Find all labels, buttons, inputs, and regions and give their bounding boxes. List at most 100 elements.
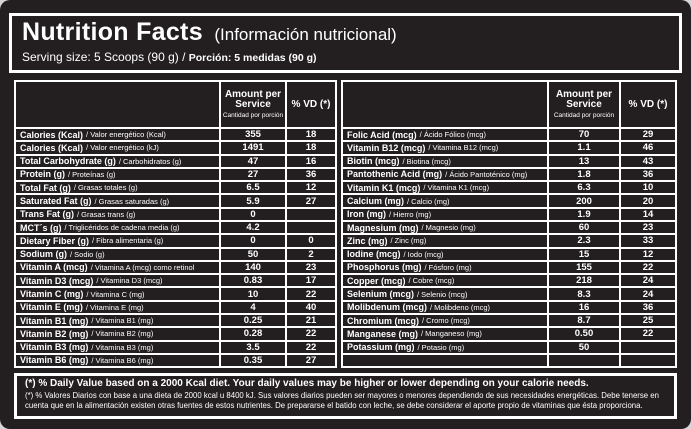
column-header-vd: % VD (*) bbox=[621, 82, 675, 127]
table-row: MCT´s (g) / Triglicéridos de cadena media… bbox=[16, 221, 335, 234]
row-vd: 27 bbox=[287, 354, 335, 367]
row-label-es: / Vitamina B1 (mg) bbox=[91, 316, 154, 326]
table-row bbox=[343, 354, 675, 367]
row-amount: 27 bbox=[221, 168, 285, 181]
row-label-es: / Valor energético (kJ) bbox=[86, 143, 159, 153]
row-label-en: Vitamin B6 (mg) bbox=[20, 355, 89, 366]
row-label-es: / Valor energético (Kcal) bbox=[86, 130, 166, 140]
row-amount: 4 bbox=[221, 301, 285, 313]
row-amount: 0.28 bbox=[221, 328, 285, 340]
row-amount: 218 bbox=[549, 275, 619, 287]
row-vd: 12 bbox=[287, 182, 335, 194]
row-label-en: Vitamin B3 (mg) bbox=[20, 342, 89, 353]
row-amount: 15 bbox=[549, 248, 619, 260]
row-label-en: Vitamin D3 (mcg) bbox=[20, 275, 94, 286]
nutrition-table-left: Amount per Service Cantidad por porción% … bbox=[14, 80, 337, 368]
row-vd: 25 bbox=[621, 314, 675, 327]
table-row: Sodium (g) / Sodio (g) 50 2 bbox=[16, 248, 335, 260]
column-header-amount-sublabel: Cantidad por porción bbox=[222, 111, 284, 119]
row-amount: 6.5 bbox=[221, 182, 285, 194]
row-label-es: / Cromo (mcg) bbox=[422, 316, 470, 326]
table-row: Chromium (mcg) / Cromo (mcg) 8.7 25 bbox=[343, 314, 675, 327]
row-label-en: Calories (Kcal) bbox=[20, 129, 84, 140]
row-vd: 24 bbox=[621, 288, 675, 300]
row-label-en: Total Fat (g) bbox=[20, 182, 71, 193]
row-vd: 20 bbox=[621, 195, 675, 207]
serving-size-es: Porción: 5 medidas (90 g) bbox=[188, 51, 317, 64]
row-amount: 0.35 bbox=[221, 354, 285, 367]
row-vd: 36 bbox=[287, 168, 335, 181]
table-row: Vitamin B1 (mg) / Vitamina B1 (mg) 0.25 21 bbox=[16, 314, 335, 327]
table-row: Protein (g) / Proteínas (g) 27 36 bbox=[16, 168, 335, 181]
row-label-en: Saturated Fat (g) bbox=[20, 196, 92, 207]
row-amount bbox=[549, 354, 619, 367]
row-label: Trans Fat (g) / Grasas trans (g) bbox=[16, 208, 219, 220]
row-label-es: / Calcio (mg) bbox=[407, 196, 450, 206]
table-row: Molibdenum (mcg) / Molibdeno (mcg) 16 36 bbox=[343, 301, 675, 313]
title-line: Nutrition Facts (Información nutricional… bbox=[22, 18, 679, 47]
row-label: Vitamin B12 (mcg) / Vitamina B12 (mcg) bbox=[343, 142, 547, 154]
row-label-en: Selenium (mcg) bbox=[347, 289, 415, 300]
row-label-es: / Vitamina C (mg) bbox=[86, 289, 145, 299]
row-label: Calcium (mg) / Calcio (mg) bbox=[343, 195, 547, 207]
row-label-en: Manganese (mg) bbox=[347, 328, 419, 339]
header-box: Nutrition Facts (Información nutricional… bbox=[9, 13, 682, 73]
footnote-box: (*) % Daily Value based on a 2000 Kcal d… bbox=[14, 373, 677, 419]
row-label-en: Vitamin B12 (mcg) bbox=[347, 142, 426, 153]
row-label-es: / Vitamina E (mg) bbox=[85, 302, 144, 312]
nutrition-table-right: Amount per Service Cantidad por porción% … bbox=[341, 80, 677, 368]
row-vd bbox=[621, 341, 675, 353]
row-amount: 10 bbox=[221, 288, 285, 300]
table-row: Calories (Kcal) / Valor energético (kJ) 14… bbox=[16, 142, 335, 154]
row-label-es: / Biotina (mcg) bbox=[402, 156, 451, 166]
row-vd: 36 bbox=[621, 301, 675, 313]
page-title: Nutrition Facts bbox=[22, 18, 203, 46]
table-row: Vitamin E (mg) / Vitamina E (mg) 4 40 bbox=[16, 301, 335, 313]
row-label-en: Vitamin A (mcg) bbox=[20, 262, 88, 273]
row-label-en: Potassium (mg) bbox=[347, 342, 415, 353]
row-amount: 8.7 bbox=[549, 314, 619, 327]
row-label: Vitamin C (mg) / Vitamina C (mg) bbox=[16, 288, 219, 300]
table-row: Manganese (mg) / Manganeso (mg) 0.50 22 bbox=[343, 328, 675, 340]
row-label-es: / Grasas trans (g) bbox=[77, 209, 136, 219]
row-label-es: / Manganeso (mg) bbox=[421, 329, 482, 339]
row-label: Phosphorus (mg) / Fósforo (mg) bbox=[343, 261, 547, 274]
row-vd: 12 bbox=[621, 248, 675, 260]
row-label: Pantothenic Acid (mg) / Ácido Pantoténico… bbox=[343, 168, 547, 181]
page-subtitle: (Información nutricional) bbox=[214, 25, 397, 44]
row-label: Vitamin A (mcg) / Vitamina A (mcg) como r… bbox=[16, 261, 219, 274]
row-amount: 47 bbox=[221, 155, 285, 167]
row-amount: 0.25 bbox=[221, 314, 285, 327]
table-row: Potassium (mg) / Potasio (mg) 50 bbox=[343, 341, 675, 353]
row-label-en: Total Carbohydrate (g) bbox=[20, 156, 116, 167]
table-row: Iron (mg) / Hierro (mg) 1.9 14 bbox=[343, 208, 675, 220]
row-label-es: / Fibra alimentaria (g) bbox=[92, 236, 164, 246]
row-vd: 23 bbox=[287, 261, 335, 274]
row-label-es: / Ácido Fólico (mcg) bbox=[419, 130, 486, 140]
row-vd: 36 bbox=[621, 168, 675, 181]
row-amount: 70 bbox=[549, 129, 619, 141]
row-label: Protein (g) / Proteínas (g) bbox=[16, 168, 219, 181]
column-header-amount-sublabel: Cantidad por porción bbox=[553, 111, 615, 119]
row-label: Vitamin B2 (mg) / Vitamina B2 (mg) bbox=[16, 328, 219, 340]
row-amount: 0 bbox=[221, 235, 285, 247]
row-label-en: Vitamin E (mg) bbox=[20, 302, 83, 313]
row-label-es: / Vitamina K1 (mcg) bbox=[423, 183, 490, 193]
row-label: Folic Acid (mcg) / Ácido Fólico (mcg) bbox=[343, 129, 547, 141]
row-label-en: Phosphorus (mg) bbox=[347, 262, 422, 273]
row-amount: 3.5 bbox=[221, 341, 285, 353]
column-header-spacer bbox=[343, 82, 547, 127]
table-row: Copper (mcg) / Cobre (mcg) 218 24 bbox=[343, 275, 675, 287]
row-label-en: Chromium (mcg) bbox=[347, 315, 419, 326]
row-label-en: Zinc (mg) bbox=[347, 235, 388, 246]
table-row: Pantothenic Acid (mg) / Ácido Pantoténico… bbox=[343, 168, 675, 181]
row-vd: 43 bbox=[621, 155, 675, 167]
row-amount: 1.9 bbox=[549, 208, 619, 220]
column-header-amount-label: Amount per Service bbox=[224, 88, 282, 111]
row-vd: 22 bbox=[621, 328, 675, 340]
row-amount: 1491 bbox=[221, 142, 285, 154]
row-vd: 29 bbox=[621, 129, 675, 141]
serving-size-en: Serving size: 5 Scoops (90 g) bbox=[22, 49, 179, 64]
row-label-en: Molibdenum (mcg) bbox=[347, 302, 427, 313]
